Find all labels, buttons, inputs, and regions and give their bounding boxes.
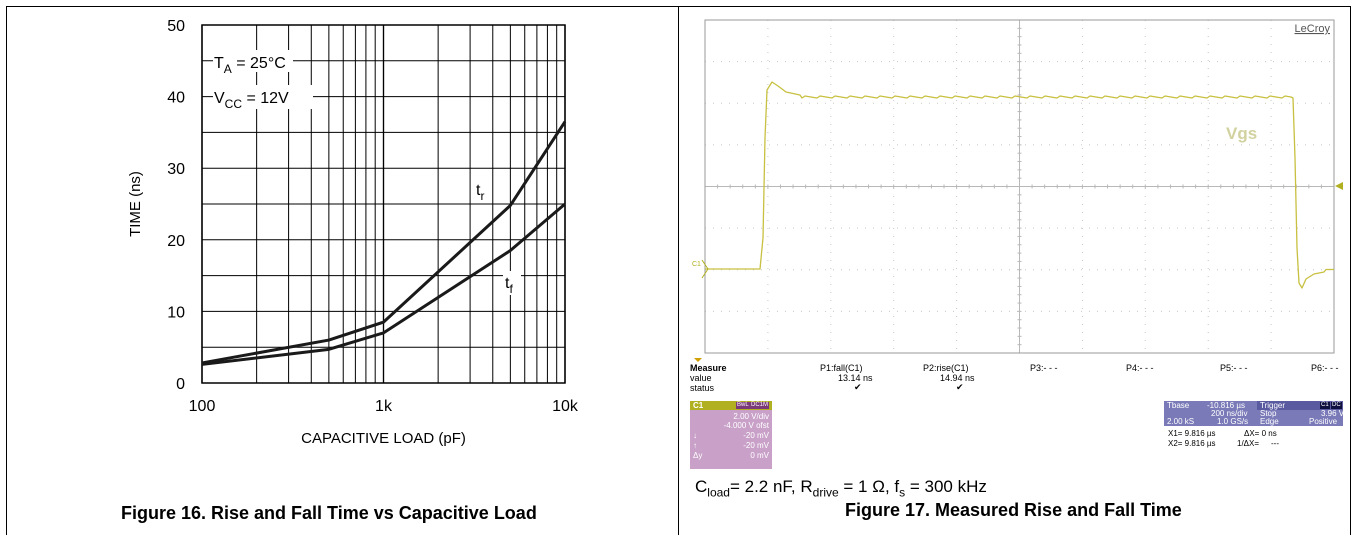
trigger-level: 3.96 V <box>1321 409 1345 418</box>
cload-subscript: load <box>707 485 730 500</box>
trigger-header <box>1257 401 1343 410</box>
channel-c1-name: C1 <box>693 401 704 410</box>
channel-c1-marker: C1 <box>692 261 701 268</box>
figure-17-caption: Figure 17. Measured Rise and Fall Time <box>845 500 1182 520</box>
channel-delta-value: 0 mV <box>750 451 769 460</box>
measure-status-p2: ✔ <box>956 382 964 392</box>
y-tick-label: 0 <box>176 376 185 393</box>
trigger-dc-badge: DC <box>1331 402 1342 409</box>
channel-offset: -4.000 V ofst <box>723 421 769 430</box>
oscilloscope-screen: Vgs C1 LeCroy Measure value status P1:fall… <box>690 18 1345 472</box>
channel-up-value: -20 mV <box>743 441 769 450</box>
rdrive-symbol: R <box>800 477 813 496</box>
cursor-x1: X1= 9.816 µs <box>1168 429 1216 438</box>
measure-param-p2[interactable]: P2:rise(C1) <box>923 363 969 373</box>
series-line-tf <box>201 202 566 366</box>
measure-value-p2: 14.94 ns <box>940 373 975 383</box>
channel-delta-symbol: Δy <box>693 451 703 460</box>
y-tick-label: 40 <box>167 90 185 107</box>
middle-divider <box>678 6 679 535</box>
rdrive-value: = 1 Ω, <box>838 477 895 496</box>
left-border <box>6 6 7 535</box>
condition-ta: TA = 25°C <box>214 55 286 76</box>
cursor-x2: X2= 9.816 µs <box>1168 439 1216 448</box>
measure-param-p1[interactable]: P1:fall(C1) <box>820 363 863 373</box>
timebase-label: Tbase <box>1167 401 1190 410</box>
trigger-level-marker <box>1335 182 1343 190</box>
channel-down-value: -20 mV <box>743 431 769 440</box>
rise-fall-chart: 0 10 20 30 40 50 100 1k 10k CAPACITIVE LOAD (pF) T… <box>0 0 673 535</box>
condition-ta-bg <box>213 50 293 72</box>
trigger-slope: Positive <box>1309 417 1338 426</box>
x-tick-label: 10k <box>552 398 579 415</box>
figure-16-caption: Figure 16. Rise and Fall Time vs Capacit… <box>121 503 537 523</box>
measure-row-value-label: value <box>690 373 712 383</box>
y-tick-label: 20 <box>167 233 185 250</box>
channel-c1-header <box>690 401 772 410</box>
rise-fall-chart-svg: 0 10 20 30 40 50 100 1k 10k CAPACITIVE LOAD (pF) T… <box>127 18 579 447</box>
measure-param-p4[interactable]: P4:- - - <box>1126 363 1154 373</box>
timebase-time-div: 200 ns/div <box>1211 409 1248 418</box>
y-tick-label: 10 <box>167 304 185 321</box>
measure-param-p5[interactable]: P5:- - - <box>1220 363 1248 373</box>
channel-bwl-badge: BwL <box>736 402 750 409</box>
measure-value-p1: 13.14 ns <box>838 373 873 383</box>
rdrive-subscript: drive <box>812 485 839 500</box>
tf-label-bg <box>503 271 521 295</box>
cursor-dx: ΔX= 0 ns <box>1244 429 1277 438</box>
timebase-samples: 2.00 kS <box>1167 417 1195 426</box>
curve-label-tf: tf <box>505 275 513 296</box>
vgs-waveform <box>705 81 1334 289</box>
series-line-tr <box>201 120 567 365</box>
timebase-rate: 1.0 GS/s <box>1217 417 1249 426</box>
tr-label-bg <box>474 178 492 202</box>
scope-frame <box>704 19 1335 354</box>
x-tick-label: 1k <box>375 398 393 415</box>
timebase-delay: -10.816 µs <box>1207 401 1245 410</box>
channel-down-symbol: ↓ <box>693 431 697 440</box>
x-tick-label: 100 <box>189 398 216 415</box>
y-tick-label: 30 <box>167 161 185 178</box>
measure-param-p6[interactable]: P6:- - - <box>1311 363 1339 373</box>
trigger-c1-badge: C1 <box>1320 402 1330 409</box>
lecroy-logo: LeCroy <box>1295 23 1331 35</box>
test-conditions: Cload= 2.2 nF, Rdrive = 1 Ω, fs = 300 kH… <box>695 477 987 499</box>
measure-header: Measure <box>690 363 727 373</box>
measure-status-p1: ✔ <box>854 382 862 392</box>
vgs-trace-label: Vgs <box>1226 124 1257 143</box>
curve-label-tr: tr <box>476 182 484 203</box>
position-marker <box>694 358 702 362</box>
cload-symbol: C <box>695 477 708 496</box>
fs-value: = 300 kHz <box>905 477 987 496</box>
timebase-trigger-box[interactable]: Tbase -10.816 µs 200 ns/div 2.00 kS 1.0 … <box>1164 401 1345 426</box>
measure-row-status-label: status <box>690 383 715 393</box>
channel-volts-div: 2.00 V/div <box>733 412 769 421</box>
channel-c1-arrow <box>701 259 709 279</box>
condition-vcc-bg <box>213 85 313 109</box>
scope-waveform-svg: Vgs C1 LeCroy <box>692 19 1343 362</box>
fs-subscript: s <box>899 485 906 500</box>
condition-vcc: VCC = 12V <box>214 90 289 111</box>
channel-up-symbol: ↑ <box>693 441 697 450</box>
fs-symbol: f <box>894 477 900 496</box>
cursor-inv-dx: 1/ΔX= <box>1237 439 1260 448</box>
x-axis-label: CAPACITIVE LOAD (pF) <box>301 430 466 447</box>
trigger-type: Edge <box>1260 417 1279 426</box>
cload-value: = 2.2 nF, <box>729 477 801 496</box>
cursor-inv-dx-value: --- <box>1271 439 1279 448</box>
y-axis-label: TIME (ns) <box>127 171 144 237</box>
trigger-mode: Stop <box>1260 409 1277 418</box>
trigger-label: Trigger <box>1260 401 1286 410</box>
top-border <box>6 6 1351 7</box>
y-tick-label: 50 <box>167 18 185 35</box>
channel-dc1m-badge: DC1M <box>750 402 770 409</box>
measure-param-p3[interactable]: P3:- - - <box>1030 363 1058 373</box>
channel-c1-box[interactable]: C1 BwL DC1M 2.00 V/div -4.000 V ofst ↓ -… <box>690 401 772 469</box>
